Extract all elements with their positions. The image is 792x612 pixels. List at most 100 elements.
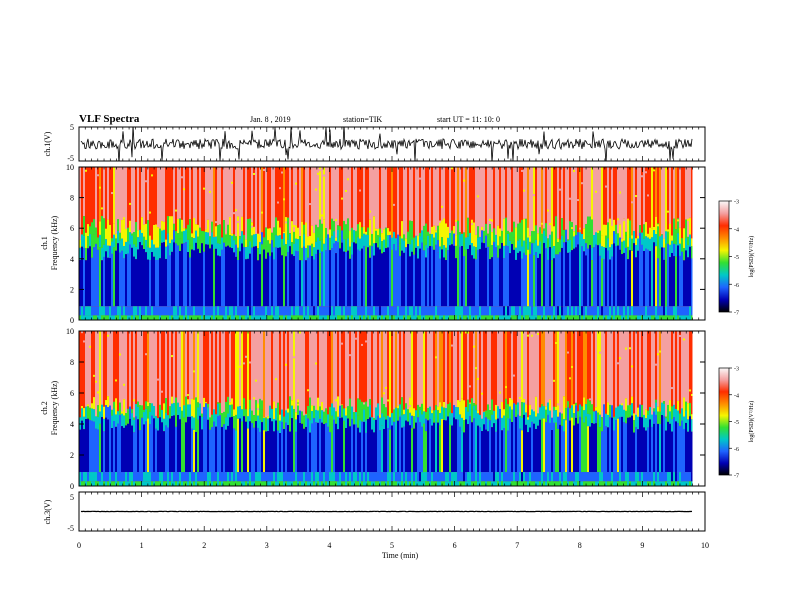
- spectrogram-column: [367, 481, 369, 486]
- spectrogram-column: [627, 306, 629, 316]
- spectrogram-column: [507, 315, 509, 320]
- spectrogram-column: [177, 472, 179, 482]
- spectrogram-column: [521, 246, 523, 259]
- xtick-label: 2: [202, 541, 206, 550]
- colorbar-label: log(PSD)(V²/Hz): [748, 236, 755, 277]
- spectrogram-column: [641, 244, 643, 307]
- spectrogram-column: [681, 167, 683, 239]
- spectrogram-column: [597, 315, 599, 320]
- spectrogram-column: [131, 233, 133, 236]
- spectrogram-column: [117, 315, 119, 320]
- spectrogram-column: [651, 472, 653, 482]
- spectrogram-column: [689, 315, 691, 320]
- spectrogram-column: [461, 417, 463, 431]
- spectrogram-column: [543, 315, 545, 320]
- spectrogram-column: [445, 331, 447, 418]
- spectrogram-column: [225, 233, 227, 235]
- spectrogram-column: [473, 258, 475, 307]
- spectrogram-column: [511, 167, 513, 237]
- spectrogram-column: [485, 410, 487, 418]
- spectrogram-column: [273, 227, 275, 248]
- spectrogram-column: [327, 481, 329, 486]
- spectrogram-column: [293, 255, 295, 307]
- spectrogram-column: [101, 331, 103, 413]
- spectrogram-column: [269, 472, 271, 482]
- spectrogram-column: [453, 306, 455, 316]
- spectrogram-column: [355, 424, 357, 473]
- spectrogram-column: [447, 416, 449, 473]
- spectrogram-speckle: [659, 350, 661, 353]
- spectrogram-column: [531, 315, 533, 320]
- spectrogram-column: [461, 306, 463, 316]
- spectrogram-column: [611, 405, 613, 418]
- spectrogram-column: [163, 221, 165, 230]
- spectrogram-column: [293, 421, 295, 473]
- spectrogram-column: [173, 331, 175, 407]
- spectrogram-column: [221, 306, 223, 316]
- spectrogram-column: [265, 431, 267, 473]
- spectrogram-column: [379, 472, 381, 482]
- spectrogram-column: [175, 306, 177, 316]
- spectrogram-column: [203, 239, 205, 252]
- spectrogram-column: [167, 331, 169, 418]
- spectrogram-column: [257, 427, 259, 473]
- spectrogram-column: [107, 306, 109, 316]
- spectrogram-column: [607, 427, 609, 473]
- spectrogram-column: [471, 219, 473, 244]
- spectrogram-column: [561, 425, 563, 473]
- spectrogram-column: [485, 235, 487, 248]
- spectrogram-column: [435, 306, 437, 316]
- spectrogram-column: [309, 306, 311, 316]
- spectrogram-speckle: [563, 359, 565, 362]
- spectrogram-column: [405, 481, 407, 486]
- spectrogram-column: [555, 422, 557, 473]
- spectrogram-column: [403, 252, 405, 307]
- spectrogram-column: [391, 331, 393, 419]
- spectrogram-column: [233, 481, 235, 486]
- spectrogram-column: [473, 246, 475, 259]
- spectrogram-column: [435, 472, 437, 482]
- spectrogram-column: [643, 238, 645, 251]
- spectrogram-column: [573, 236, 575, 249]
- spectrogram-column: [229, 402, 231, 405]
- spectrogram-column: [241, 243, 243, 307]
- spectrogram-column: [587, 426, 589, 473]
- spectrogram-column: [477, 237, 479, 250]
- spectrogram-column: [263, 430, 265, 473]
- spectrogram-column: [605, 224, 607, 236]
- spectrogram-speckle: [451, 344, 453, 347]
- spectrogram-column: [257, 415, 259, 428]
- spectrogram-column: [143, 315, 145, 320]
- spectrogram-column: [645, 315, 647, 320]
- spectrogram-column: [105, 331, 107, 401]
- spectrogram-column: [529, 306, 531, 316]
- spectrogram-column: [209, 236, 211, 249]
- spectrogram-column: [351, 418, 353, 473]
- spectrogram-column: [691, 306, 693, 316]
- spectrogram-column: [135, 315, 137, 320]
- spectrogram-speckle: [359, 189, 361, 192]
- spectrogram-column: [671, 481, 673, 486]
- spectrogram-column: [557, 238, 559, 243]
- spectrogram-column: [509, 397, 511, 407]
- spectrogram-column: [631, 396, 633, 404]
- spectrogram-column: [251, 410, 253, 423]
- spectrogram-column: [691, 258, 693, 307]
- spectrogram-column: [387, 331, 389, 421]
- spectrogram-column: [231, 167, 233, 234]
- spectrogram-column: [205, 402, 207, 404]
- spectrogram-column: [109, 258, 111, 307]
- spectrogram-column: [617, 418, 619, 473]
- spectrogram-column: [687, 331, 689, 404]
- spectrogram-column: [233, 252, 235, 307]
- spectrogram-column: [107, 419, 109, 473]
- spectrogram-column: [503, 428, 505, 473]
- spectrogram-column: [249, 421, 251, 473]
- spectrogram-column: [653, 306, 655, 316]
- spectrogram-column: [521, 402, 523, 418]
- spectrogram-column: [565, 167, 567, 230]
- spectrogram-speckle: [119, 186, 121, 189]
- spectrogram-column: [209, 417, 211, 430]
- spectrogram-speckle: [691, 393, 693, 396]
- spectrogram-column: [427, 472, 429, 482]
